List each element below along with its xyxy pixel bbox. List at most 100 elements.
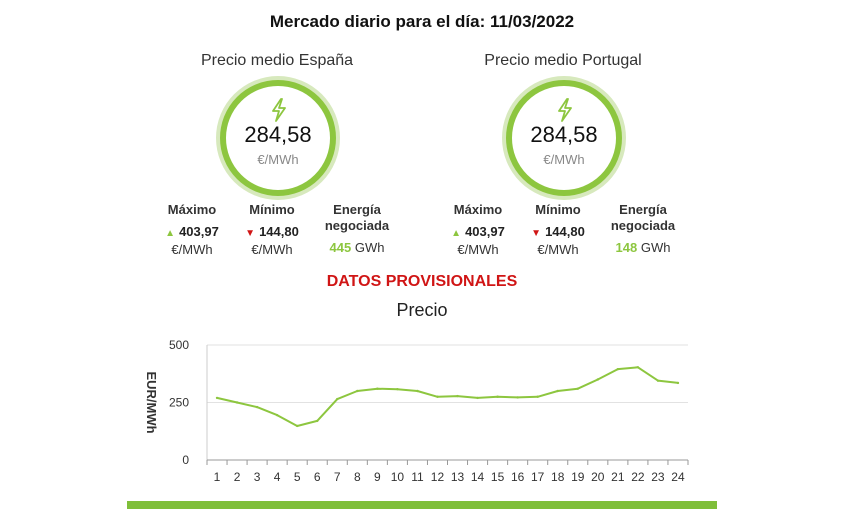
provisional-data-notice: DATOS PROVISIONALES (326, 273, 518, 290)
portugal-average-price-unit: €/MWh (543, 152, 585, 167)
x-tick-label: 6 (314, 470, 321, 484)
data-point (656, 379, 660, 382)
data-point (556, 389, 559, 393)
spain-average-price-unit: €/MWh (257, 152, 299, 167)
data-point (476, 396, 479, 400)
portugal-energy-stat: Energía negociada 148 GWh (598, 202, 688, 256)
y-tick-label: 500 (169, 338, 189, 352)
data-point (396, 387, 399, 391)
y-tick-label: 0 (182, 453, 189, 467)
spain-price-panel: Precio medio España 284,58 €/MWh Máximo … (142, 52, 412, 257)
x-tick-label: 17 (531, 470, 545, 484)
spain-panel-title: Precio medio España (200, 52, 354, 69)
data-point (636, 366, 640, 369)
energy-label-line2: negociada (324, 218, 390, 233)
energy-value: 148 (615, 240, 638, 255)
data-point (436, 395, 439, 398)
chart-title: Precio (396, 300, 448, 320)
x-tick-label: 4 (274, 470, 281, 484)
spain-min-stat: Mínimo ▼ 144,80 €/MWh (234, 202, 310, 258)
max-label: Máximo (167, 202, 217, 217)
triangle-down-icon: ▼ (245, 228, 256, 239)
max-unit: €/MWh (457, 242, 499, 257)
portugal-panel-title: Precio medio Portugal (484, 52, 642, 69)
x-tick-label: 14 (471, 470, 485, 484)
x-tick-label: 13 (451, 470, 465, 484)
data-point (596, 378, 600, 381)
y-tick-label: 250 (169, 396, 189, 410)
data-point (376, 387, 379, 390)
max-unit: €/MWh (171, 242, 213, 257)
series-line (216, 366, 679, 427)
data-point (456, 394, 459, 398)
x-tick-label: 20 (591, 470, 605, 484)
energy-unit: GWh (640, 240, 671, 255)
data-point (616, 367, 620, 371)
x-tick-label: 15 (491, 470, 505, 484)
data-point (215, 396, 219, 400)
x-tick-label: 5 (294, 470, 301, 484)
data-point (356, 389, 359, 393)
x-tick-label: 9 (374, 470, 381, 484)
x-tick-label: 7 (334, 470, 341, 484)
page-title: Mercado diario para el día: 11/03/2022 (269, 12, 575, 31)
portugal-price-panel: Precio medio Portugal 284,58 €/MWh Máxim… (428, 52, 698, 257)
portugal-average-price-ring: 284,58 €/MWh (506, 80, 622, 196)
x-tick-label: 23 (651, 470, 665, 484)
x-tick-label: 18 (551, 470, 565, 484)
data-point (295, 424, 299, 428)
portugal-average-price-value: 284,58 (530, 122, 598, 147)
x-tick-label: 2 (234, 470, 241, 484)
x-tick-label: 19 (571, 470, 585, 484)
data-point (255, 405, 259, 409)
data-point (336, 397, 339, 401)
y-axis-label: EUR/MWh (144, 371, 159, 433)
data-point (496, 395, 499, 398)
min-value: 144,80 (545, 224, 585, 239)
spain-max-stat: Máximo ▲ 403,97 €/MWh (150, 202, 234, 258)
spain-average-price-ring: 284,58 €/MWh (220, 80, 336, 196)
x-tick-label: 11 (411, 470, 424, 484)
x-tick-label: 3 (254, 470, 261, 484)
x-tick-label: 12 (431, 470, 445, 484)
data-point (275, 413, 279, 417)
data-point (416, 389, 419, 393)
spain-average-price-value: 284,58 (244, 122, 312, 147)
min-value: 144,80 (259, 224, 299, 239)
energy-value: 445 (329, 240, 352, 255)
lightning-bolt-icon (272, 98, 286, 122)
lightning-bolt-icon (558, 98, 572, 122)
energy-unit: GWh (354, 240, 385, 255)
x-tick-label: 21 (611, 470, 625, 484)
triangle-up-icon: ▲ (165, 228, 176, 239)
x-tick-label: 1 (214, 470, 221, 484)
data-point (316, 419, 319, 423)
portugal-max-stat: Máximo ▲ 403,97 €/MWh (436, 202, 520, 258)
min-label: Mínimo (249, 202, 295, 217)
energy-label-line1: Energía (333, 202, 381, 217)
min-unit: €/MWh (537, 242, 579, 257)
min-unit: €/MWh (251, 242, 293, 257)
x-tick-label: 16 (511, 470, 525, 484)
max-value: 403,97 (179, 224, 219, 239)
data-point (676, 381, 680, 385)
triangle-up-icon: ▲ (451, 228, 462, 239)
energy-label-line1: Energía (619, 202, 667, 217)
energy-label-line2: negociada (610, 218, 676, 233)
data-point (516, 396, 519, 399)
data-point (536, 395, 539, 398)
max-value: 403,97 (465, 224, 505, 239)
bottom-accent-bar (127, 501, 717, 509)
data-point (235, 401, 239, 404)
x-tick-label: 24 (671, 470, 685, 484)
spain-energy-stat: Energía negociada 445 GWh (312, 202, 402, 256)
x-tick-label: 8 (354, 470, 361, 484)
triangle-down-icon: ▼ (531, 228, 542, 239)
x-tick-label: 22 (631, 470, 645, 484)
min-label: Mínimo (535, 202, 581, 217)
x-tick-label: 10 (391, 470, 405, 484)
data-point (576, 387, 579, 390)
max-label: Máximo (453, 202, 503, 217)
portugal-min-stat: Mínimo ▼ 144,80 €/MWh (520, 202, 596, 258)
